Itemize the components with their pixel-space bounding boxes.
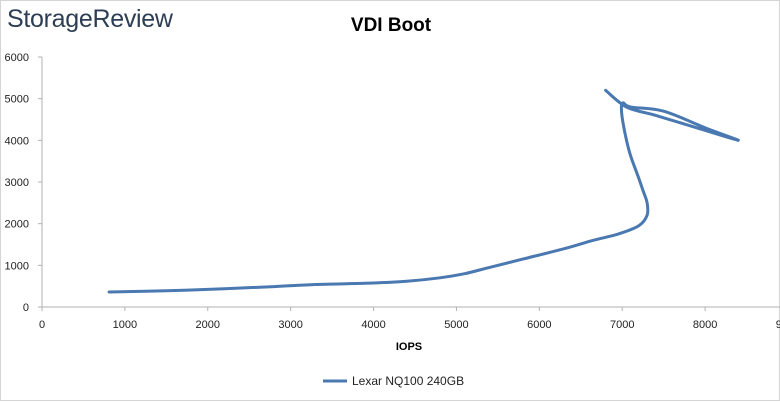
- x-tick-label: 1000: [113, 319, 137, 331]
- series-line-0: [107, 88, 740, 294]
- tick-labels: 0 1000 2000 3000 4000 5000 6000 7000 8000 9000 0 10…: [5, 52, 780, 331]
- y-tick-label: 3000: [5, 177, 29, 189]
- x-tick-label: 4000: [361, 319, 385, 331]
- series-lines: [107, 88, 740, 294]
- y-tick-label: 5000: [5, 94, 29, 106]
- x-tick-label: 5000: [444, 319, 468, 331]
- storagereview-logo: StorageReview: [7, 5, 173, 33]
- legend-label: Lexar NQ100 240GB: [352, 374, 464, 388]
- y-tick-label: 6000: [5, 52, 29, 64]
- y-tick-label: 4000: [5, 135, 29, 147]
- chart-title: VDI Boot: [350, 15, 432, 36]
- x-tick-label: 3000: [278, 319, 302, 331]
- x-tick-label: 9000: [776, 319, 780, 331]
- legend: Lexar NQ100 240GB: [323, 374, 464, 388]
- axes: [41, 57, 780, 308]
- y-tick-label: 1000: [5, 260, 29, 272]
- x-axis-title: IOPS: [396, 341, 422, 353]
- x-tick-label: 2000: [196, 319, 220, 331]
- x-tick-label: 7000: [610, 319, 634, 331]
- x-tick-label: 0: [39, 319, 45, 331]
- y-tick-label: 2000: [5, 219, 29, 231]
- x-tick-label: 6000: [527, 319, 551, 331]
- y-tick-label: 0: [23, 302, 29, 314]
- x-tick-label: 8000: [693, 319, 717, 331]
